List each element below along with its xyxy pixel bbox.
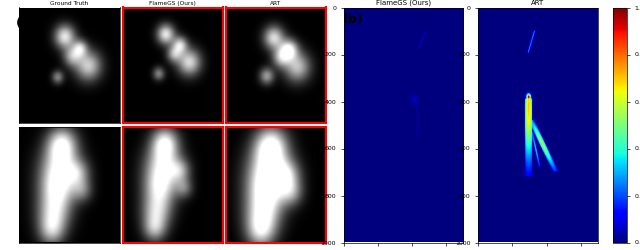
Text: (b): (b) bbox=[342, 12, 363, 26]
Title: ART: ART bbox=[531, 0, 545, 6]
Title: ART: ART bbox=[270, 2, 282, 6]
Title: FlameGS (Ours): FlameGS (Ours) bbox=[149, 2, 196, 6]
Title: Ground Truth: Ground Truth bbox=[51, 2, 88, 6]
Title: FlameGS (Ours): FlameGS (Ours) bbox=[376, 0, 431, 6]
Text: (a): (a) bbox=[16, 18, 36, 30]
